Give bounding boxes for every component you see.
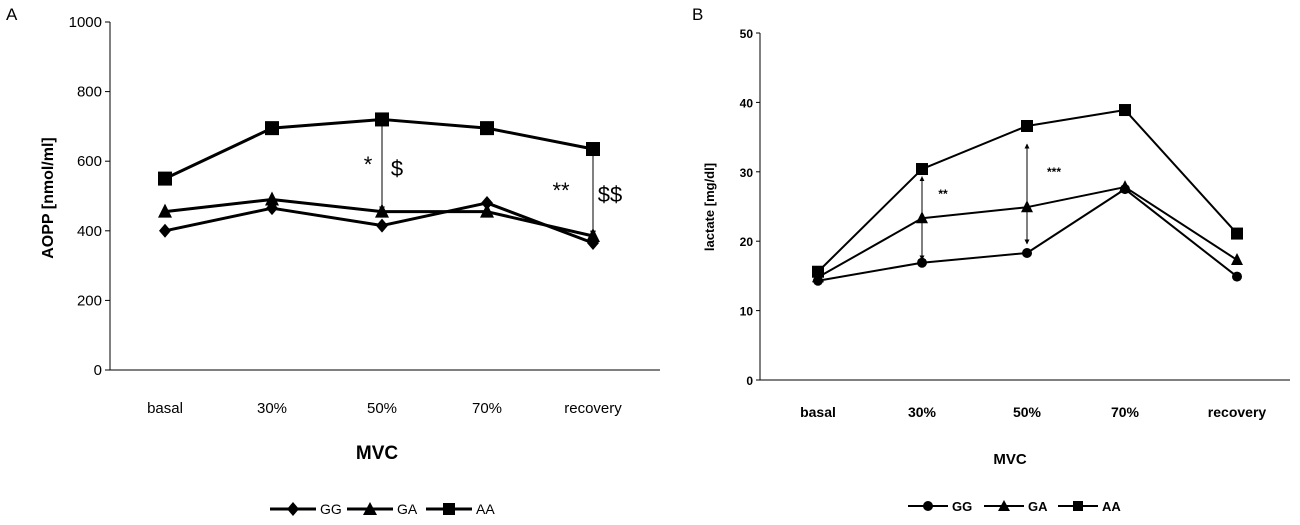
data-point-gg xyxy=(376,218,388,233)
data-point-aa xyxy=(480,121,494,136)
legend-marker-ga xyxy=(363,502,377,515)
data-point-aa xyxy=(1119,104,1131,117)
y-tick-label: 0 xyxy=(94,362,102,379)
data-point-aa xyxy=(1231,227,1243,240)
plot-area-a xyxy=(105,21,660,371)
y-tick-label: 0 xyxy=(746,374,753,388)
x-tick-labels-b: basal 30% 50% 70% recovery xyxy=(800,404,1266,420)
annotations-a: * $ ** $$ xyxy=(364,152,623,207)
legend-marker-aa xyxy=(1073,501,1083,511)
x-tick-label: 70% xyxy=(472,400,502,417)
y-tick-label: 800 xyxy=(77,84,102,101)
data-point-gg xyxy=(159,223,171,238)
legend-marker-aa xyxy=(443,503,455,515)
x-tick-label: recovery xyxy=(1208,404,1267,420)
legend-label-ga: GA xyxy=(1028,499,1048,514)
chart-b: B lactate [mg/dl] 0 10 20 30 40 50 basal… xyxy=(692,5,1266,514)
x-tick-label: 50% xyxy=(1013,404,1042,420)
x-axis-label-b: MVC xyxy=(993,451,1027,468)
y-tick-label: 50 xyxy=(740,27,754,41)
y-tick-label: 200 xyxy=(77,292,102,309)
panel-label-a: A xyxy=(6,5,18,24)
legend-label-gg: GG xyxy=(320,501,342,517)
data-point-ga xyxy=(265,191,279,206)
x-tick-label: 30% xyxy=(908,404,937,420)
data-point-aa xyxy=(812,265,824,278)
chart-a: A AOPP [nmol/ml] 0 200 400 600 800 1000 … xyxy=(6,5,622,517)
legend-b: GG GA AA xyxy=(908,499,1121,514)
data-point-ga xyxy=(158,203,172,218)
data-point-aa xyxy=(158,171,172,186)
plot-area-b xyxy=(756,32,1290,381)
data-point-gg xyxy=(481,195,493,210)
y-tick-label: 20 xyxy=(740,235,754,249)
x-tick-label: 70% xyxy=(1111,404,1140,420)
y-ticks-a: 0 200 400 600 800 1000 xyxy=(69,14,102,379)
annotation-double-asterisk: ** xyxy=(552,178,570,203)
legend-label-aa: AA xyxy=(476,501,495,517)
legend-marker-ga xyxy=(998,500,1010,511)
data-point-gg xyxy=(1232,271,1242,282)
x-tick-label: basal xyxy=(147,400,183,417)
data-point-gg xyxy=(1022,247,1032,258)
data-point-ga xyxy=(1231,252,1243,265)
x-tick-labels-a: basal 30% 50% 70% recovery xyxy=(147,400,622,417)
x-tick-label: basal xyxy=(800,404,836,420)
legend-label-gg: GG xyxy=(952,499,972,514)
legend-marker-gg xyxy=(287,502,299,516)
panel-label-b: B xyxy=(692,5,703,24)
series-line-aa xyxy=(164,117,594,180)
y-axis-label-b: lactate [mg/dl] xyxy=(702,163,717,251)
x-tick-label: 30% xyxy=(257,400,287,417)
data-point-aa xyxy=(916,163,928,176)
y-ticks-b: 0 10 20 30 40 50 xyxy=(740,27,754,388)
data-point-ga xyxy=(1119,180,1131,193)
annotation-double-asterisk: ** xyxy=(938,187,948,201)
legend-label-aa: AA xyxy=(1102,499,1121,514)
annotation-dollar: $ xyxy=(391,156,403,181)
y-tick-label: 30 xyxy=(740,166,754,180)
y-axis-label-a: AOPP [nmol/ml] xyxy=(40,137,57,259)
x-tick-label: 50% xyxy=(367,400,397,417)
data-point-ga xyxy=(480,203,494,218)
x-axis-label-a: MVC xyxy=(356,443,399,464)
y-tick-label: 400 xyxy=(77,223,102,240)
y-tick-label: 600 xyxy=(77,153,102,170)
annotations-b: ** *** xyxy=(938,165,1061,201)
legend-label-ga: GA xyxy=(397,501,418,517)
data-point-aa xyxy=(1021,119,1033,132)
annotation-double-dollar: $$ xyxy=(598,182,622,207)
legend-a: GG GA AA xyxy=(270,501,495,517)
y-tick-label: 10 xyxy=(740,305,754,319)
annotation-asterisk: * xyxy=(364,152,373,177)
annotation-triple-asterisk: *** xyxy=(1047,165,1061,179)
y-tick-label: 1000 xyxy=(69,14,102,31)
data-point-aa xyxy=(265,121,279,136)
x-tick-label: recovery xyxy=(564,400,622,417)
legend-marker-gg xyxy=(923,501,933,511)
y-tick-label: 40 xyxy=(740,96,754,110)
